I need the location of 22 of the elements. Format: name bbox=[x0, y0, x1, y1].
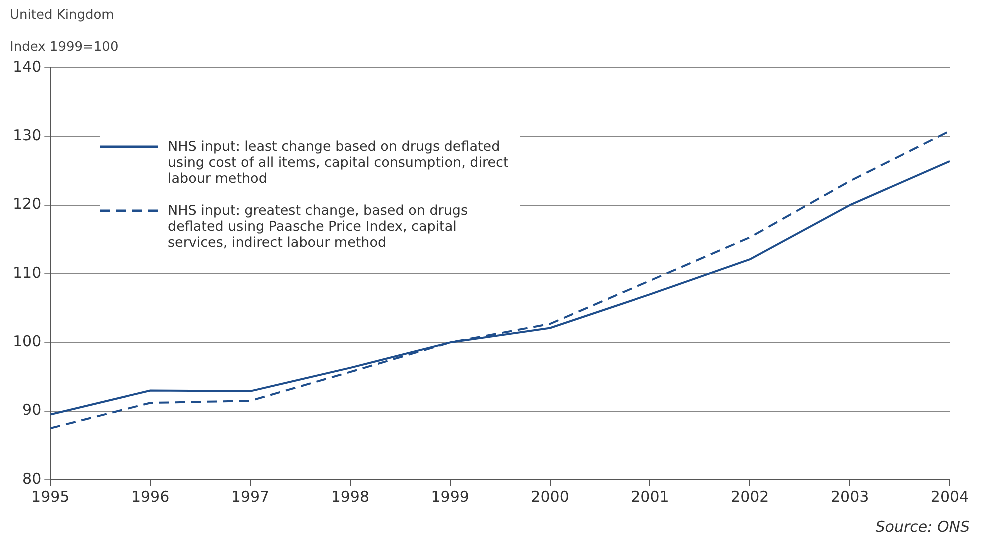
x-tick-label: 1995 bbox=[32, 488, 70, 506]
y-tick-label: 140 bbox=[12, 58, 42, 76]
x-tick-label: 2000 bbox=[531, 488, 570, 506]
y-tick-label: 80 bbox=[22, 470, 42, 488]
x-tick-label: 2002 bbox=[731, 488, 770, 506]
x-tick-label: 1997 bbox=[231, 488, 270, 506]
y-tick-label: 100 bbox=[12, 332, 42, 351]
y-tick-label: 110 bbox=[12, 264, 42, 282]
x-tick-label: 2003 bbox=[830, 488, 870, 506]
source-note: Source: ONS bbox=[876, 518, 970, 536]
legend-label: NHS input: least change based on drugs deflated using cost of all items, capital consumption, direct labour method bbox=[168, 139, 510, 187]
y-axis-title: Index 1999=100 bbox=[10, 40, 119, 55]
legend-label: NHS input: greatest change, based on drugs deflated using Paasche Price Index, capital services, indirect labour method bbox=[168, 203, 469, 251]
y-tick-label: 120 bbox=[12, 195, 42, 214]
x-tick-label: 1999 bbox=[431, 488, 470, 506]
y-tick-label: 130 bbox=[12, 126, 42, 145]
x-tick-label: 2001 bbox=[631, 488, 670, 506]
y-tick-label: 90 bbox=[22, 401, 42, 420]
x-tick-label: 1996 bbox=[131, 488, 170, 506]
chart-title: United Kingdom bbox=[10, 8, 114, 23]
x-tick-label: 2004 bbox=[930, 488, 970, 506]
x-tick-label: 1998 bbox=[331, 488, 370, 506]
